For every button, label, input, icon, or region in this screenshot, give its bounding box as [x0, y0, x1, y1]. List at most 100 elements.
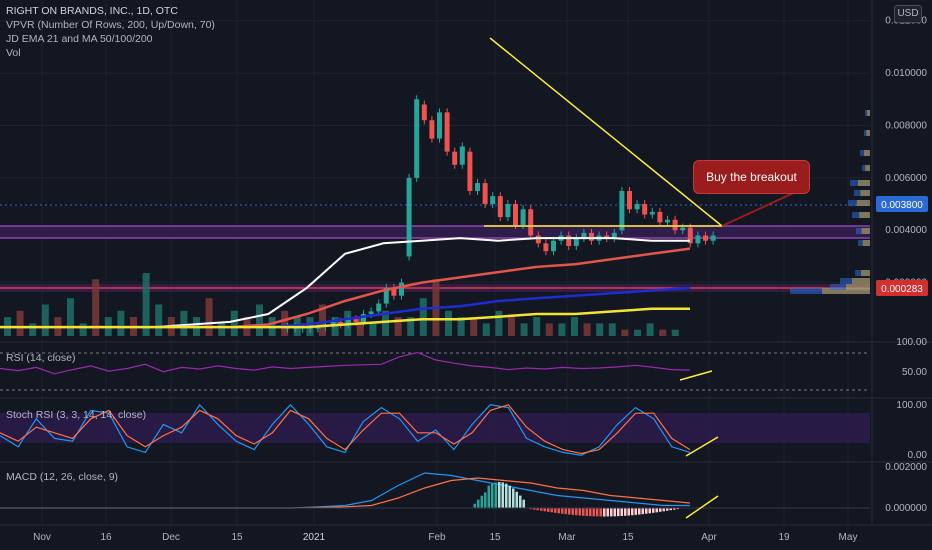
macd-hist-bar	[571, 508, 574, 515]
stoch-pane-label: Stoch RSI (3, 3, 14, 14, close)	[6, 409, 147, 421]
volume-bar	[520, 323, 528, 336]
macd-hist-bar	[515, 491, 518, 509]
resistance-zone	[0, 226, 870, 238]
indicator-panes	[0, 341, 932, 519]
time-tick-label: May	[839, 532, 858, 543]
macd-hist-bar	[508, 485, 511, 509]
macd-hist-bar	[652, 508, 655, 513]
volume-bar	[205, 298, 213, 336]
volume-legend: Vol	[6, 47, 21, 59]
candle-body	[604, 235, 610, 239]
macd-hist-bar	[620, 508, 623, 516]
time-tick-label: Nov	[33, 532, 51, 543]
vpvr-row	[850, 180, 870, 186]
vpvr-row	[848, 200, 870, 206]
macd-hist-bar	[676, 508, 679, 510]
volume-bar	[41, 304, 49, 336]
macd-hist-bar	[494, 482, 497, 509]
time-tick-label: Feb	[428, 532, 446, 543]
candle-body	[520, 209, 526, 225]
currency-button[interactable]: USD	[894, 5, 922, 23]
macd-hist-bar	[641, 508, 644, 515]
vpvr-row-up	[866, 130, 870, 136]
volume-bar	[596, 323, 604, 336]
candle-body	[345, 319, 351, 325]
vpvr-row-up	[846, 284, 870, 290]
volume-bar	[495, 310, 503, 336]
ema-ma-legend: JD EMA 21 and MA 50/100/200	[6, 33, 153, 45]
volume-bar	[470, 317, 478, 336]
candle-body	[437, 112, 442, 139]
volume-bar	[394, 317, 402, 336]
candle-body	[634, 204, 640, 210]
candle-body	[467, 151, 473, 191]
candle-body	[406, 177, 412, 257]
volume-bar	[218, 323, 226, 336]
vpvr-row	[852, 212, 870, 218]
macd-divergence-line	[685, 495, 719, 519]
vpvr-row-up	[858, 180, 870, 186]
volume-bar	[545, 323, 553, 336]
macd-tick-label: 0.002000	[885, 462, 927, 473]
macd-hist-bar	[536, 508, 539, 511]
macd-hist-bar	[501, 482, 504, 509]
vpvr-row	[865, 110, 870, 116]
candle-body	[444, 112, 450, 152]
candle-body	[611, 232, 617, 239]
candle-body	[452, 151, 458, 165]
volume-bar	[634, 329, 641, 336]
vpvr-row-up	[856, 200, 870, 206]
candle-body	[665, 219, 670, 223]
time-tick-label: 15	[622, 532, 634, 543]
volume-bar	[117, 310, 125, 336]
candle-body	[672, 219, 678, 231]
macd-hist-bar	[666, 508, 669, 511]
volume-bar	[16, 310, 24, 336]
vpvr-row-up	[861, 228, 870, 234]
candle-body	[657, 211, 663, 223]
last-price-badge	[876, 196, 928, 212]
time-tick-label: 19	[778, 532, 790, 543]
macd-hist-bar	[631, 508, 634, 516]
macd-hist-bar	[592, 508, 595, 517]
volume-bar	[419, 298, 427, 336]
volume-bar	[671, 329, 679, 336]
macd-hist-bar	[543, 508, 546, 512]
candle-body	[368, 311, 374, 315]
macd-hist-bar	[533, 508, 536, 510]
vpvr-legend: VPVR (Number Of Rows, 200, Up/Down, 70)	[6, 19, 215, 31]
vpvr-row	[856, 228, 870, 234]
volume-bar	[356, 317, 364, 336]
candle-body	[695, 235, 701, 244]
macd-hist-bar	[669, 508, 672, 511]
volume-bar	[445, 310, 452, 336]
volume-bar	[482, 323, 490, 336]
vpvr-row	[862, 165, 870, 171]
macd-hist-bar	[554, 508, 557, 513]
candle-body	[353, 319, 359, 322]
price-tick-label: 0.008000	[885, 120, 927, 131]
candle-body	[421, 104, 427, 121]
candle-body	[383, 287, 389, 304]
volume-bar	[583, 323, 591, 336]
stoch-divergence-line	[685, 436, 719, 457]
candle-body	[330, 321, 336, 325]
time-tick-label: 15	[489, 532, 501, 543]
macd-hist-bar	[484, 492, 487, 509]
macd-hist-bar	[487, 485, 490, 509]
macd-pane-label: MACD (12, 26, close, 9)	[6, 471, 119, 483]
time-tick-label: 15	[231, 532, 243, 543]
rsi-divergence-line	[679, 370, 713, 381]
candle-body	[627, 190, 632, 210]
macd-hist-bar	[662, 508, 665, 512]
volume-bar	[608, 323, 616, 336]
candlesticks	[285, 95, 716, 333]
vpvr-row	[864, 130, 870, 136]
time-tick-label: Apr	[701, 532, 717, 543]
candle-body	[566, 235, 572, 246]
stoch-tick-label: 0.00	[908, 450, 928, 461]
macd-hist-bar	[673, 508, 676, 510]
volume-bar	[659, 329, 667, 336]
macd-hist-bar	[606, 508, 609, 517]
